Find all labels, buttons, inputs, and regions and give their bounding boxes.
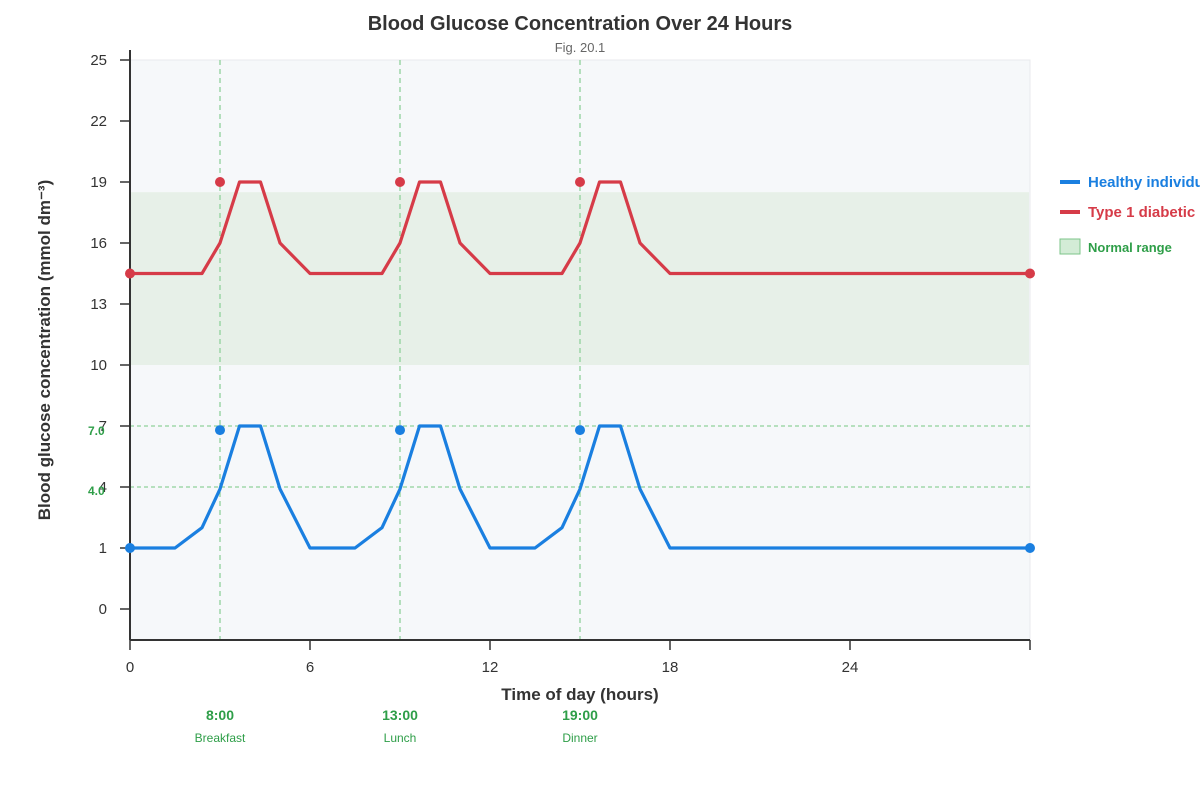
- legend-item-diabetic[interactable]: Type 1 diabetic: [1060, 204, 1195, 221]
- x-tick-label: 24: [842, 659, 859, 676]
- legend-label-healthy: Healthy individual: [1088, 174, 1200, 191]
- legend-item-normal-range[interactable]: Normal range: [1059, 238, 1172, 255]
- series-line-0: [130, 424, 1030, 550]
- series-point-1: [575, 177, 585, 187]
- y-axis-label: Blood glucose concentration (mmol dm⁻³): [35, 180, 54, 520]
- series-point-0: [575, 425, 585, 436]
- y-tick-label: 4: [99, 479, 107, 496]
- meal-name-label: Breakfast: [195, 731, 246, 745]
- y-tick-label: 7: [99, 418, 107, 435]
- y-tick-label: 10: [90, 357, 107, 374]
- series-point-0: [215, 425, 225, 436]
- meal-time-label: 13:00: [382, 707, 418, 723]
- y-tick-label: 16: [90, 235, 107, 252]
- meal-time-label: 8:00: [206, 707, 234, 723]
- x-axis-label: Time of day (hours): [501, 685, 658, 704]
- y-tick-label: 0: [99, 601, 107, 618]
- y-tick-label: 25: [90, 52, 107, 69]
- x-tick-label: 18: [662, 659, 679, 676]
- series-point-0: [395, 425, 405, 436]
- x-axis-ticks: 0 6 12 18 24: [126, 640, 1031, 676]
- x-tick-label: 12: [482, 659, 499, 676]
- y-tick-label: 13: [90, 296, 107, 313]
- series-point-1: [125, 268, 135, 279]
- series-point-1: [395, 177, 405, 187]
- legend-label-diabetic: Type 1 diabetic: [1088, 204, 1195, 221]
- meal-name-label: Lunch: [384, 731, 417, 745]
- meal-name-label: Dinner: [562, 731, 597, 745]
- series-layer: [125, 177, 1035, 553]
- legend-label-normal-range: Normal range: [1088, 240, 1172, 255]
- range-label-high: 7.0: [88, 424, 105, 438]
- series-point-1: [215, 177, 225, 187]
- y-tick-label: 19: [90, 174, 107, 191]
- chart-subtitle: Fig. 20.1: [555, 40, 606, 55]
- series-point-0: [125, 543, 135, 553]
- series-line-1: [130, 180, 1030, 276]
- x-tick-label: 0: [126, 659, 134, 676]
- y-tick-label: 22: [90, 113, 107, 130]
- chart-title: Blood Glucose Concentration Over 24 Hour…: [368, 13, 793, 35]
- legend-item-healthy[interactable]: Healthy individual: [1060, 174, 1200, 191]
- x-tick-label: 6: [306, 659, 314, 676]
- range-label-low: 4.0: [88, 484, 105, 498]
- series-point-0: [1025, 543, 1035, 553]
- y-tick-label: 1: [99, 540, 107, 557]
- meal-time-label: 19:00: [562, 707, 598, 723]
- legend: Healthy individual Type 1 diabetic Norma…: [1059, 174, 1200, 255]
- series-point-1: [1025, 268, 1035, 279]
- meal-marker-lines: [219, 60, 581, 640]
- legend-swatch-normal-range: [1059, 238, 1081, 255]
- meal-labels: 8:00 Breakfast 13:00 Lunch 19:00 Dinner: [195, 707, 598, 745]
- y-axis-ticks: 0 1 4 7 10 13 16 19 22 25: [90, 52, 130, 618]
